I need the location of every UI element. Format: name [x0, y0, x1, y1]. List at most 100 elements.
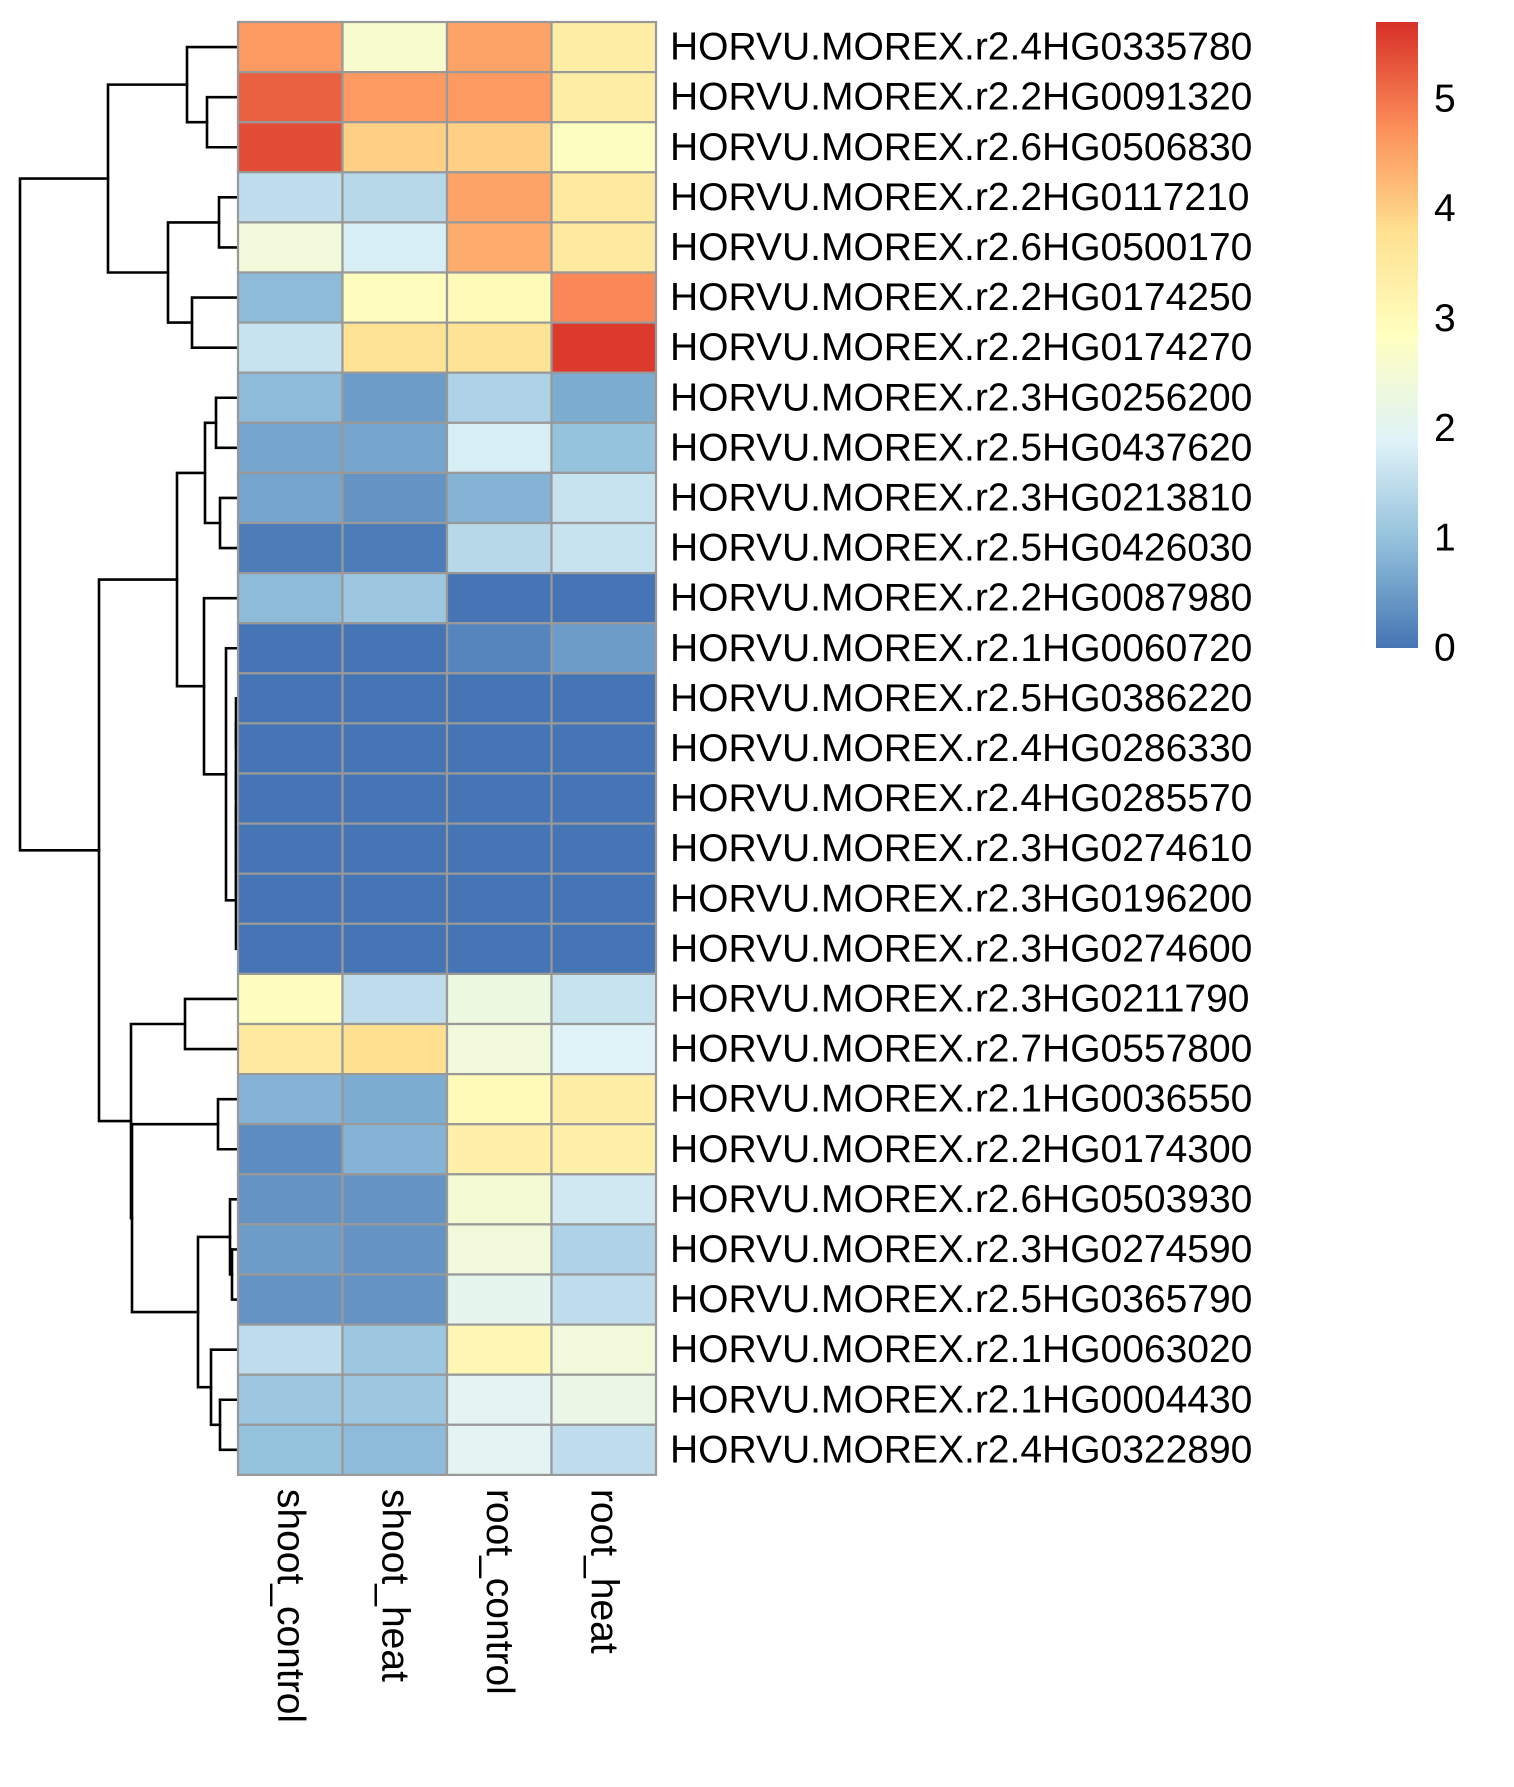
heatmap-cell [236, 571, 344, 625]
row-label: HORVU.MOREX.r2.5HG0386220 [670, 677, 1252, 720]
heatmap-cell [341, 1323, 449, 1376]
heatmap-cell [550, 772, 658, 825]
dendrogram-branch [185, 45, 240, 124]
row-label: HORVU.MOREX.r2.4HG0335780 [670, 26, 1252, 69]
heatmap-cell [236, 1022, 344, 1076]
legend-tick-label: 3 [1434, 297, 1456, 340]
heatmap-cell [341, 521, 449, 575]
row-label: HORVU.MOREX.r2.5HG0426030 [670, 527, 1252, 570]
heatmap-cell [550, 371, 658, 424]
heatmap-cell [341, 1173, 449, 1226]
heatmap-cell [341, 571, 449, 625]
heatmap-cell [445, 1173, 553, 1226]
heatmap-cell [445, 20, 553, 74]
heatmap-cell [341, 471, 449, 525]
heatmap-cell [341, 722, 449, 775]
row-label: HORVU.MOREX.r2.1HG0036550 [670, 1078, 1252, 1121]
row-label: HORVU.MOREX.r2.1HG0004430 [670, 1378, 1252, 1421]
heatmap-cell [445, 1423, 553, 1477]
heatmap-cell [236, 70, 344, 124]
dendrogram-branch [190, 296, 240, 349]
heatmap-cell [445, 722, 553, 775]
heatmap-cell [341, 321, 449, 374]
heatmap-cell [341, 1423, 449, 1477]
heatmap-cell [236, 1423, 344, 1477]
heatmap-cell [550, 471, 658, 525]
heatmap-cell [236, 421, 344, 474]
heatmap-cell [445, 321, 553, 374]
heatmap-cell [236, 371, 344, 424]
legend-tick-label: 0 [1434, 627, 1456, 670]
row-label: HORVU.MOREX.r2.3HG0211790 [670, 977, 1249, 1020]
heatmap-cell [341, 772, 449, 825]
dendrogram-branch [214, 396, 240, 450]
heatmap-cell [445, 622, 553, 675]
column-label: root_control [478, 1489, 521, 1695]
heatmap-cell [341, 922, 449, 975]
column-label: root_heat [582, 1489, 625, 1654]
heatmap-cells [236, 20, 658, 1477]
dendrogram-branch [183, 997, 240, 1051]
heatmap-cell [550, 1072, 658, 1126]
column-label: shoot_heat [373, 1489, 416, 1682]
heatmap-cell [236, 1123, 344, 1176]
heatmap-cell [550, 1323, 658, 1376]
heatmap-cell [236, 121, 344, 174]
legend-tick-label: 5 [1434, 77, 1456, 120]
heatmap-cell [550, 1373, 658, 1426]
legend-tick-label: 1 [1434, 517, 1456, 560]
heatmap-cell [445, 1072, 553, 1126]
heatmap-cell [445, 822, 553, 875]
row-label: HORVU.MOREX.r2.2HG0087980 [670, 577, 1252, 620]
row-label: HORVU.MOREX.r2.3HG0274600 [670, 927, 1252, 970]
dendrogram-branch [218, 496, 240, 550]
row-label: HORVU.MOREX.r2.1HG0060720 [670, 627, 1252, 670]
heatmap-cell [550, 321, 658, 374]
heatmap-cell [550, 922, 658, 975]
column-label: shoot_control [269, 1489, 312, 1723]
heatmap-cell [445, 972, 553, 1026]
dendrogram-branch [106, 83, 189, 274]
row-label: HORVU.MOREX.r2.6HG0506830 [670, 126, 1252, 169]
heatmap-cell [236, 672, 344, 725]
dendrogram-branch [209, 1348, 240, 1427]
heatmap-cell [445, 1123, 553, 1176]
heatmap-cell [550, 822, 658, 875]
heatmap-cell [236, 872, 344, 925]
heatmap-cell [550, 521, 658, 575]
row-label: HORVU.MOREX.r2.4HG0285570 [670, 777, 1252, 820]
heatmap-cell [550, 1022, 658, 1076]
heatmap-cell [341, 1373, 449, 1426]
heatmap-cell [341, 822, 449, 875]
dendrogram-branch [216, 1097, 240, 1151]
heatmap-cell [445, 221, 553, 274]
heatmap-cell [445, 121, 553, 174]
heatmap-cell [236, 1072, 344, 1126]
row-label: HORVU.MOREX.r2.7HG0557800 [670, 1028, 1252, 1071]
heatmap-cell [341, 1072, 449, 1126]
heatmap-cell [550, 20, 658, 74]
heatmap-cell [341, 972, 449, 1026]
heatmap-cell [236, 1323, 344, 1376]
heatmap-cell [341, 70, 449, 124]
heatmap-cell [445, 471, 553, 525]
heatmap-cell [550, 672, 658, 725]
heatmap-cell [445, 772, 553, 825]
heatmap-cell [236, 922, 344, 975]
row-label: HORVU.MOREX.r2.6HG0503930 [670, 1178, 1252, 1221]
row-label: HORVU.MOREX.r2.3HG0274610 [670, 827, 1252, 870]
legend-tick-label: 4 [1434, 187, 1456, 230]
row-label: HORVU.MOREX.r2.6HG0500170 [670, 226, 1252, 269]
heatmap-cell [445, 1373, 553, 1426]
heatmap-cell [550, 1123, 658, 1176]
row-label: HORVU.MOREX.r2.1HG0063020 [670, 1328, 1252, 1371]
heatmap-cell [236, 221, 344, 274]
heatmap-cell [445, 922, 553, 975]
heatmap-cell [550, 872, 658, 925]
heatmap-cell [341, 20, 449, 74]
dendrogram-branch [202, 596, 240, 776]
dendrogram-branch [129, 1022, 187, 1220]
heatmap-cell [445, 521, 553, 575]
row-label: HORVU.MOREX.r2.3HG0274590 [670, 1228, 1252, 1271]
row-label: HORVU.MOREX.r2.2HG0174250 [670, 276, 1252, 319]
